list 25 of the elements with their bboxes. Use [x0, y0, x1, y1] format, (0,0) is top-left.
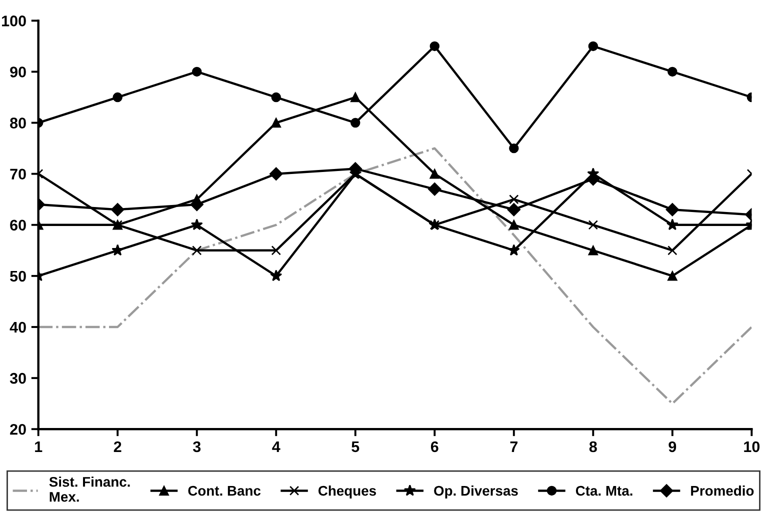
x-tick-label: 4: [272, 441, 280, 452]
y-tick-label: 100: [2, 16, 26, 26]
y-tick-label: 20: [10, 424, 26, 435]
x-tick-label: 2: [114, 441, 122, 452]
x-tick-label: 5: [352, 441, 360, 452]
legend-label: Sist. Financ. Mex.: [49, 476, 130, 502]
x-tick-label: 6: [430, 441, 438, 452]
legend-label: Op. Diversas: [434, 486, 518, 498]
legend-label: Cont. Banc: [188, 486, 261, 496]
x-tick-label: 7: [510, 441, 518, 452]
legend-label: Cta. Mta.: [576, 486, 632, 496]
x-tick-label: 8: [589, 441, 597, 452]
y-tick-label: 90: [10, 66, 26, 78]
legend-label: Promedio: [691, 486, 754, 496]
x-tick-label: 9: [668, 441, 676, 452]
x-tick-label: 3: [192, 441, 201, 452]
x-tick-label: 10: [744, 441, 760, 452]
legend-label: Cheques: [318, 486, 376, 498]
y-tick-label: 30: [10, 372, 26, 384]
y-tick-label: 50: [10, 270, 26, 282]
x-tick-label: 1: [35, 441, 42, 452]
y-tick-label: 80: [10, 118, 26, 128]
y-tick-label: 70: [10, 168, 26, 180]
y-tick-label: 40: [10, 322, 26, 333]
y-tick-label: 60: [10, 220, 26, 231]
